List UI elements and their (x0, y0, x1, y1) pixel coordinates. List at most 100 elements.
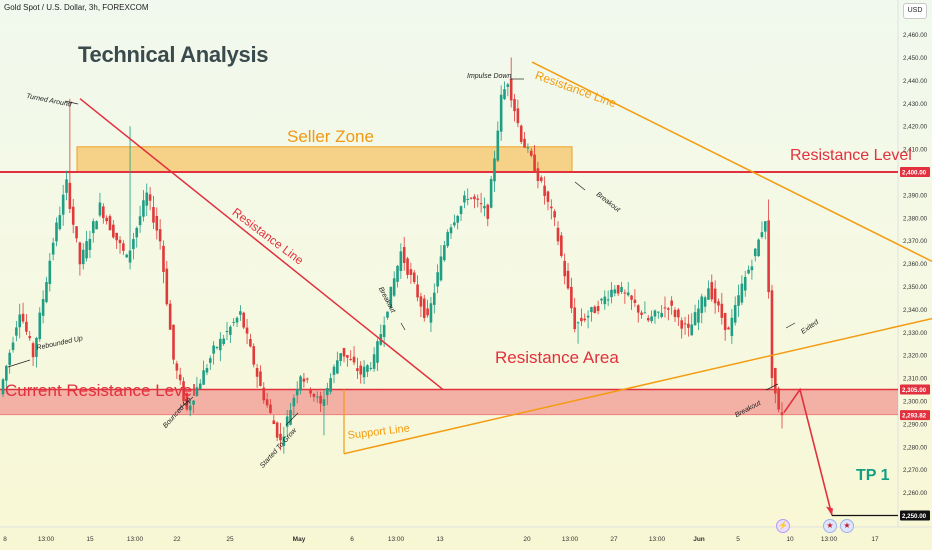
candle-body (596, 306, 600, 312)
y-tick-label: 2,330.00 (903, 330, 928, 337)
candle-body (780, 412, 784, 416)
candle-body (730, 317, 734, 337)
candle-body (41, 299, 45, 316)
candle-body (25, 321, 28, 332)
currency-selector[interactable]: USD (903, 3, 927, 19)
candle-body (406, 258, 409, 275)
y-tick-label: 2,420.00 (903, 124, 928, 131)
candle-body (603, 296, 607, 305)
arrow-breakout-3 (765, 383, 779, 391)
candle-body (513, 99, 516, 112)
y-tick-label: 2,320.00 (903, 353, 928, 360)
candle-body (152, 207, 155, 223)
candle-body (155, 216, 159, 231)
candle-body (493, 158, 496, 182)
candle-body (282, 436, 286, 447)
x-tick-label: 20 (523, 536, 531, 543)
candle-body (45, 282, 48, 303)
candle-body (737, 295, 740, 306)
y-tick-label: 2,280.00 (903, 444, 928, 451)
candle-body (422, 298, 426, 318)
candle-body (219, 338, 222, 351)
candle-body (322, 399, 326, 406)
y-tick-label: 2,350.00 (903, 284, 928, 291)
candle-body (757, 239, 760, 257)
candle-body (774, 368, 777, 394)
candle-body (85, 241, 88, 259)
y-tick-label: 2,430.00 (903, 101, 928, 108)
candle-body (362, 366, 366, 378)
x-tick-label: May (293, 536, 306, 543)
candle-body (292, 397, 296, 407)
candle-body (108, 216, 112, 231)
y-tick-label: 2,440.00 (903, 78, 928, 85)
seller-zone (76, 146, 573, 173)
x-tick-label: 8 (3, 536, 7, 543)
candle-body (329, 378, 332, 392)
candle-body (269, 404, 272, 413)
candle-body (479, 203, 483, 205)
candle-body (687, 323, 690, 328)
candle-body (459, 206, 463, 215)
page-title: Technical Analysis (78, 42, 269, 67)
candle-body (262, 387, 266, 401)
annotation-impulse-down: Impulse Down (467, 73, 512, 80)
candle-body (305, 378, 309, 380)
candle-body (135, 227, 139, 238)
candle-body (138, 216, 142, 226)
candle-body (546, 191, 550, 202)
candle-body (412, 272, 416, 282)
us-flag-icon[interactable]: ★ (840, 519, 854, 533)
candle-body (208, 358, 212, 363)
candle-body (476, 198, 480, 200)
candle-body (703, 297, 707, 307)
candle-body (31, 343, 35, 358)
candle-body (576, 322, 580, 324)
candle-body (312, 393, 316, 397)
candle-body (356, 368, 359, 372)
y-tick-label: 2,310.00 (903, 376, 928, 383)
x-tick-label: 6 (350, 536, 354, 543)
candle-body (750, 266, 754, 271)
y-tick-label: 2,370.00 (903, 238, 928, 245)
candle-body (319, 395, 322, 404)
lightning-icon[interactable]: ⚡ (776, 519, 790, 533)
candle-body (295, 389, 299, 396)
candle-body (620, 286, 623, 292)
candle-body (255, 367, 259, 377)
seller-zone-label: Seller Zone (287, 127, 374, 146)
arrow-turned-around (64, 100, 79, 105)
candle-body (446, 232, 449, 247)
candle-body (760, 232, 764, 238)
candle-body (222, 338, 225, 345)
candle-body (285, 416, 289, 427)
x-tick-label: 25 (226, 536, 234, 543)
candle-body (633, 299, 637, 304)
candle-body (158, 229, 162, 242)
candle-body (148, 194, 152, 201)
projection-arrowhead (826, 506, 833, 516)
candle-body (225, 330, 229, 333)
candle-body (98, 202, 102, 216)
candle-body (265, 399, 269, 406)
price-tag-label: 2,305.00 (902, 387, 927, 394)
resistance-level-label: Resistance Level (790, 147, 912, 164)
candle-body (593, 306, 597, 314)
candle-body (242, 312, 246, 328)
candle-body (215, 347, 219, 349)
candle-body (486, 204, 490, 219)
candle-body (239, 311, 242, 315)
candle-body (198, 383, 202, 389)
candle-body (519, 125, 523, 142)
candle-body (432, 292, 436, 305)
candle-body (743, 276, 747, 291)
candle-body (570, 286, 573, 309)
candle-body (145, 192, 149, 206)
us-flag-icon[interactable]: ★ (823, 519, 837, 533)
y-tick-label: 2,340.00 (903, 307, 928, 314)
candle-body (78, 242, 82, 265)
candle-body (496, 130, 500, 161)
resistance-line-2 (531, 61, 932, 262)
